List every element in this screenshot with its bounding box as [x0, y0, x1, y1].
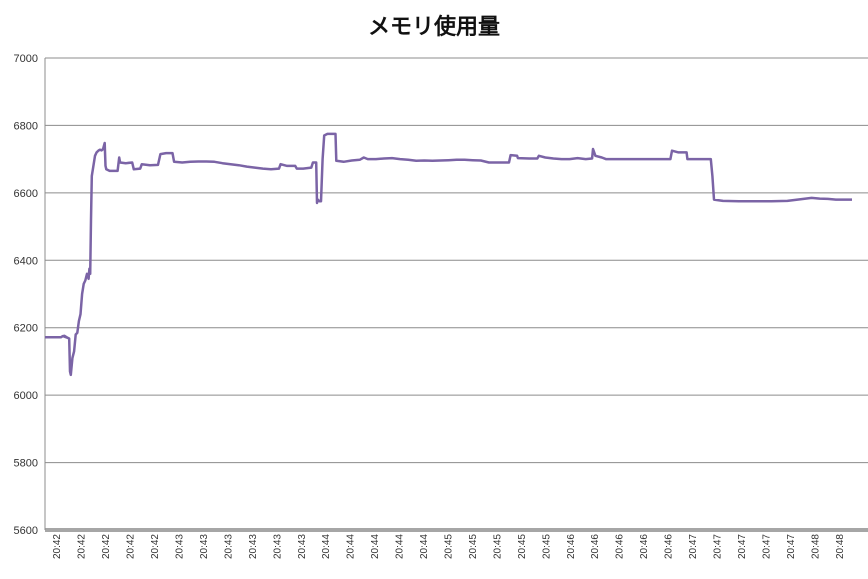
y-tick-label: 5800: [14, 458, 38, 470]
x-tick-label: 20:47: [688, 534, 699, 559]
series-layer: [45, 132, 852, 377]
y-tick-label: 6600: [14, 188, 38, 200]
x-tick-label: 20:46: [566, 534, 577, 559]
x-tick-label: 20:48: [810, 534, 821, 559]
chart-title: メモリ使用量: [368, 15, 500, 40]
y-tick-label: 6800: [14, 120, 38, 132]
x-tick-label: 20:45: [541, 534, 552, 559]
x-tick-label: 20:42: [77, 534, 88, 559]
y-tick-label: 6200: [14, 323, 38, 335]
x-tick-label: 20:43: [223, 534, 234, 559]
x-tick-label: 20:44: [321, 534, 332, 559]
x-tick-label: 20:44: [419, 534, 430, 559]
x-tick-label: 20:45: [517, 534, 528, 559]
x-tick-label: 20:46: [590, 534, 601, 559]
x-tick-label: 20:42: [126, 534, 137, 559]
x-tick-label: 20:45: [492, 534, 503, 559]
x-tick-label: 20:43: [199, 534, 210, 559]
x-tick-label: 20:48: [835, 534, 846, 559]
x-tick-label: 20:42: [52, 534, 63, 559]
x-tick-label: 20:43: [248, 534, 259, 559]
x-tick-label: 20:47: [786, 534, 797, 559]
chart-grid: [44, 57, 868, 532]
y-axis-ticks: 5600 5800 6000 6200 6400 6600 6800 7000: [14, 53, 38, 537]
x-tick-label: 20:42: [150, 534, 161, 559]
y-tick-label: 5600: [14, 525, 38, 537]
x-tick-label: 20:43: [175, 534, 186, 559]
x-tick-label: 20:46: [664, 534, 675, 559]
y-tick-label: 6400: [14, 255, 38, 267]
y-tick-label: 6000: [14, 390, 38, 402]
x-tick-label: 20:47: [737, 534, 748, 559]
y-tick-label: 7000: [14, 53, 38, 65]
x-tick-label: 20:46: [615, 534, 626, 559]
x-tick-label: 20:46: [639, 534, 650, 559]
x-tick-label: 20:42: [101, 534, 112, 559]
series-line-0: [45, 132, 852, 377]
x-tick-label: 20:44: [346, 534, 357, 559]
x-tick-label: 20:47: [761, 534, 772, 559]
x-tick-label: 20:44: [395, 534, 406, 559]
x-tick-label: 20:45: [444, 534, 455, 559]
x-tick-label: 20:45: [468, 534, 479, 559]
x-axis-ticks: 20:42 20:42 20:42 20:42 20:42 20:43 20:43 20:43…: [52, 534, 846, 559]
x-tick-label: 20:43: [297, 534, 308, 559]
x-tick-label: 20:44: [370, 534, 381, 559]
x-tick-label: 20:43: [272, 534, 283, 559]
x-tick-label: 20:47: [713, 534, 724, 559]
